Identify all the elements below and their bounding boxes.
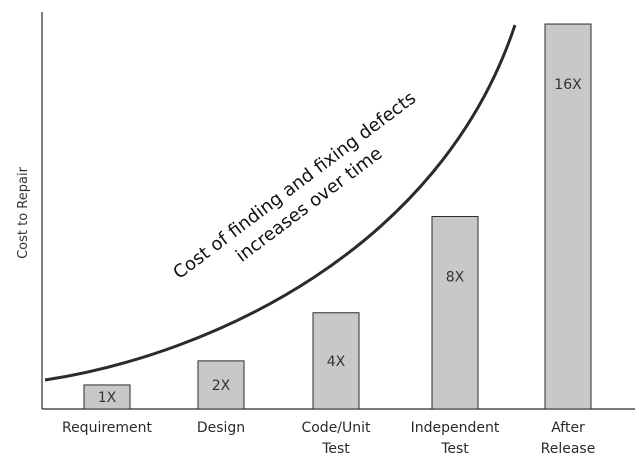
curve-annotation: Cost of finding and fixing defects incre… [169, 88, 420, 284]
x-tick-label: Design [197, 420, 245, 436]
x-tick-label: Independent [411, 420, 500, 436]
bar-data-label: 4X [327, 354, 346, 370]
bars [83, 23, 592, 410]
bar [312, 312, 360, 410]
bar-data-label: 16X [554, 77, 582, 93]
bar [431, 216, 479, 410]
bar-data-label: 8X [446, 270, 465, 286]
x-tick-label: Test [321, 441, 350, 457]
bar [544, 23, 592, 410]
cost-trend-curve [44, 24, 517, 382]
x-tick-label: Release [541, 441, 596, 457]
x-tick-label: After [551, 420, 585, 436]
data-labels: 1X 2X 4X 8X 16X [98, 77, 582, 406]
y-axis-title: Cost to Repair [16, 166, 31, 258]
bar-data-label: 2X [212, 378, 231, 394]
curve-annotation-line-1: Cost of finding and fixing defects [169, 88, 420, 284]
x-tick-label: Code/Unit [301, 420, 371, 436]
bar [83, 384, 131, 410]
x-tick-label: Requirement [62, 420, 153, 436]
x-tick-label: Test [440, 441, 469, 457]
x-tick-labels: Requirement Design Code/Unit Test Independen… [62, 420, 595, 457]
bar [197, 360, 245, 410]
bar-data-label: 1X [98, 390, 117, 406]
